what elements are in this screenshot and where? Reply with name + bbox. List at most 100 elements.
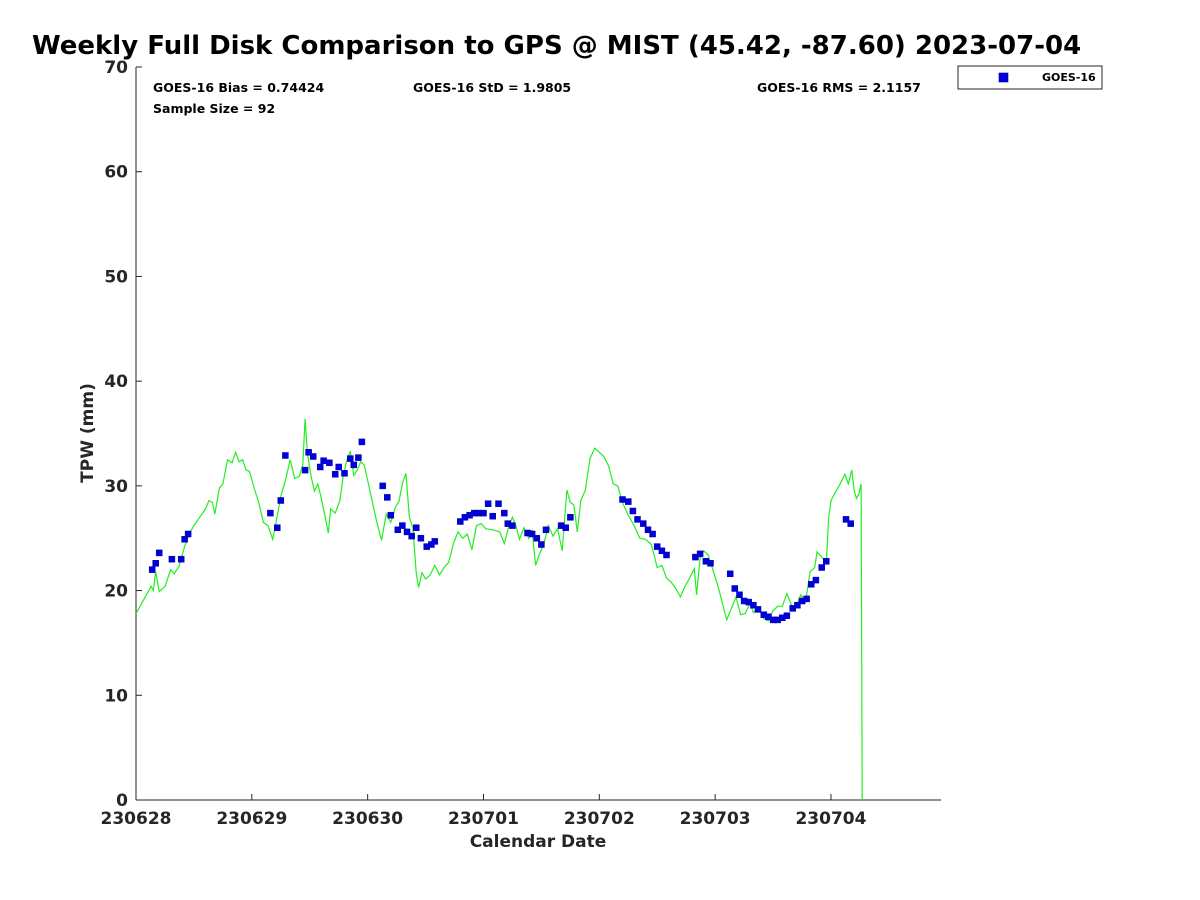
goes16-data-point — [847, 520, 854, 527]
goes16-data-point — [282, 452, 289, 459]
goes16-data-point — [316, 463, 324, 471]
goes16-data-point — [267, 509, 274, 517]
goes16-data-point — [331, 471, 339, 478]
x-tick-label: 230703 — [680, 809, 751, 829]
y-tick-label: 10 — [104, 686, 128, 706]
goes16-data-point — [803, 595, 810, 603]
goes16-data-point — [823, 558, 830, 565]
legend-box — [957, 65, 1103, 90]
goes16-data-point — [538, 541, 545, 548]
goes16-data-point — [484, 500, 492, 507]
y-axis-label: TPW (mm) — [78, 383, 98, 483]
goes16-data-point — [533, 534, 541, 542]
goes16-data-point — [181, 536, 188, 543]
goes16-data-point — [634, 516, 641, 523]
plot-area — [135, 67, 941, 801]
goes16-data-point — [696, 550, 704, 558]
y-tick-label: 50 — [104, 267, 128, 287]
rms-annotation: GOES-16 RMS = 2.1157 — [757, 80, 921, 95]
goes16-data-point — [736, 591, 743, 599]
goes16-data-point — [350, 461, 358, 469]
goes16-data-point — [399, 522, 406, 529]
goes16-data-point — [152, 560, 159, 567]
goes16-data-point — [528, 530, 536, 538]
y-tick-label: 0 — [116, 791, 128, 811]
goes16-data-point — [408, 532, 415, 540]
legend: GOES-16 — [957, 65, 1103, 90]
goes16-data-point — [168, 555, 176, 563]
goes16-data-point — [184, 530, 192, 538]
goes16-data-point — [347, 455, 354, 462]
stats-annotations: GOES-16 Bias = 0.74424 GOES-16 StD = 1.9… — [153, 80, 921, 116]
goes16-data-point — [625, 498, 632, 505]
goes16-data-point — [754, 606, 762, 613]
goes16-data-point — [358, 438, 366, 446]
goes16-data-point — [562, 524, 569, 531]
goes16-data-point — [640, 520, 647, 527]
series-layer — [135, 418, 863, 801]
goes16-data-point — [277, 497, 285, 504]
goes16-data-point — [394, 526, 402, 534]
x-tick-label: 230702 — [564, 809, 635, 829]
goes16-data-point — [818, 564, 825, 571]
goes16-data-point — [341, 470, 348, 477]
y-axis-ticks: 0 10 20 30 40 50 60 70 — [104, 58, 142, 811]
std-annotation: GOES-16 StD = 1.9805 — [413, 80, 571, 95]
goes16-data-point — [808, 581, 815, 588]
goes16-data-point — [355, 454, 362, 461]
goes16-data-point — [309, 453, 317, 460]
x-axis-label: Calendar Date — [470, 832, 607, 852]
goes16-data-point — [794, 601, 801, 609]
goes16-data-point — [707, 560, 714, 567]
goes16-data-point — [649, 530, 656, 538]
goes16-data-point — [783, 612, 791, 619]
goes16-data-point — [501, 509, 508, 517]
goes16-data-point — [387, 511, 395, 519]
goes16-data-point — [155, 549, 163, 557]
goes16-data-point — [326, 459, 333, 467]
goes16-data-point — [413, 524, 420, 531]
goes16-data-point — [658, 547, 666, 555]
goes16-data-point — [842, 516, 850, 523]
goes16-data-point — [644, 526, 652, 534]
bias-annotation: GOES-16 Bias = 0.74424 — [153, 80, 324, 95]
x-tick-label: 230630 — [332, 809, 403, 829]
goes16-data-point — [750, 601, 757, 609]
goes16-data-point — [457, 518, 464, 525]
goes16-data-point — [431, 538, 439, 545]
goes16-data-point — [495, 500, 502, 507]
y-tick-label: 40 — [104, 372, 128, 392]
goes16-data-point — [653, 543, 661, 550]
goes16-data-point — [274, 524, 281, 531]
y-tick-label: 70 — [104, 58, 128, 78]
goes16-data-point — [731, 585, 739, 592]
goes16-data-point — [177, 555, 185, 563]
goes16-data-point — [417, 534, 425, 542]
y-tick-label: 60 — [104, 163, 128, 183]
sample-size-annotation: Sample Size = 92 — [153, 101, 275, 116]
goes16-data-point — [305, 449, 312, 456]
goes16-data-point — [567, 514, 574, 521]
goes16-data-point — [542, 526, 550, 534]
y-tick-label: 30 — [104, 477, 128, 497]
goes16-data-point — [403, 528, 411, 536]
goes16-data-point — [335, 463, 342, 471]
goes16-data-point — [379, 482, 386, 490]
legend-entry-goes16: GOES-16 — [1042, 71, 1096, 84]
x-tick-label: 230629 — [216, 809, 287, 829]
goes16-data-point — [509, 522, 516, 529]
goes16-data-point — [384, 494, 391, 501]
x-tick-label: 230704 — [795, 809, 866, 829]
chart-title: Weekly Full Disk Comparison to GPS @ MIS… — [32, 31, 1081, 61]
goes16-data-point — [812, 576, 820, 584]
plot-background — [136, 67, 941, 800]
x-tick-label: 230701 — [448, 809, 519, 829]
goes16-data-point — [320, 457, 327, 464]
goes16-data-point — [619, 496, 626, 503]
goes16-data-point — [489, 512, 496, 520]
goes16-data-point — [480, 509, 487, 517]
y-tick-label: 20 — [104, 582, 128, 602]
legend-marker — [998, 72, 1009, 83]
x-axis-ticks: 230628 230629 230630 230701 230702 230703 2307… — [101, 794, 867, 829]
